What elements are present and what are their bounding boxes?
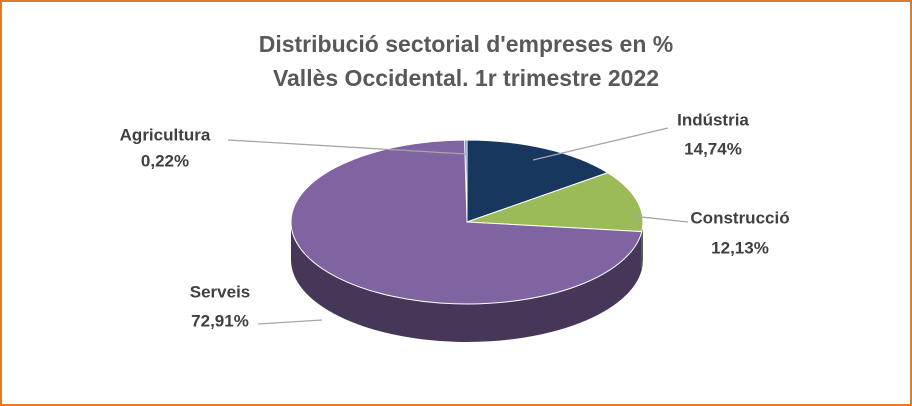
data-label-value: 0,22%	[141, 151, 189, 170]
leader-line	[257, 319, 323, 325]
slice	[466, 139, 609, 223]
slice-side	[291, 222, 642, 343]
leader-line	[532, 127, 669, 161]
data-label-name: Serveis	[190, 282, 251, 301]
slice	[290, 139, 643, 305]
data-label-value: 14,74%	[684, 139, 742, 158]
slice-side	[641, 222, 643, 270]
chart-subtitle: Vallès Occidental. 1r trimestre 2022	[273, 65, 659, 91]
slice	[466, 172, 644, 233]
data-label-name: Indústria	[677, 110, 749, 129]
leader-line	[227, 139, 467, 155]
data-label-name: Agricultura	[120, 125, 211, 144]
chart-title: Distribució sectorial d'empreses en %	[259, 31, 674, 57]
data-label-value: 12,13%	[711, 238, 769, 257]
data-label-value: 72,91%	[191, 311, 249, 330]
data-label-name: Construcció	[690, 208, 789, 227]
leader-line	[631, 215, 689, 223]
